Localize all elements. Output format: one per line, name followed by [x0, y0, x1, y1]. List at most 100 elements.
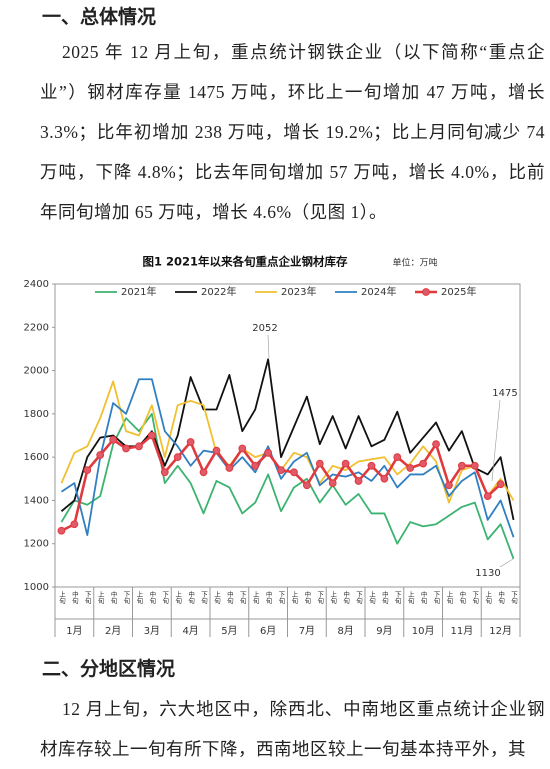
x-tick-label: 上旬 [96, 590, 104, 606]
x-tick-label: 上旬 [367, 590, 375, 606]
month-label: 11月 [451, 625, 474, 637]
y-tick-label: 1400 [24, 495, 49, 506]
chart-title: 图1 2021年以来各旬重点企业钢材库存 [142, 255, 348, 269]
y-tick-label: 1600 [24, 452, 49, 463]
x-tick-label: 上旬 [212, 590, 220, 606]
month-label: 12月 [489, 625, 512, 637]
x-tick-label: 上旬 [57, 590, 65, 606]
point-marker [367, 461, 376, 470]
point-marker [277, 466, 285, 475]
point-marker [57, 526, 66, 535]
point-marker [419, 459, 428, 468]
month-label: 2月 [105, 625, 121, 637]
point-marker [186, 438, 195, 446]
x-tick-label: 下旬 [432, 591, 440, 606]
month-label: 5月 [221, 625, 237, 637]
paragraph: 12 月上旬，六大地区中，除西北、中南地区重点统计企业钢材库存较上一旬有所下降，… [40, 699, 545, 759]
point-marker [173, 453, 182, 462]
point-marker [199, 468, 208, 477]
chart: 图1 2021年以来各旬重点企业钢材库存 单位：万吨 1000 1200 1400 1… [24, 255, 521, 637]
point-marker [135, 442, 143, 451]
point-marker [225, 464, 234, 472]
point-marker [328, 479, 337, 488]
x-tick-label: 下旬 [316, 591, 324, 606]
leader-line [267, 334, 270, 359]
y-tick-label: 2200 [24, 322, 49, 333]
x-tick-label: 上旬 [329, 590, 337, 606]
point-marker [109, 435, 118, 444]
month-label: 8月 [337, 625, 353, 637]
point-marker [122, 444, 130, 453]
point-marker [406, 464, 415, 472]
legend-label: 2021年 [121, 285, 156, 298]
month-label: 4月 [182, 625, 198, 637]
x-tick-label: 上旬 [406, 590, 414, 606]
point-marker [432, 440, 440, 449]
x-tick-label: 中旬 [419, 590, 427, 606]
point-marker [457, 461, 466, 470]
section-heading: 一、总体情况 [42, 6, 157, 28]
annotation: 1130 [475, 568, 500, 579]
point-marker [341, 459, 350, 468]
x-tick-label: 下旬 [355, 591, 363, 606]
section-heading: 二、分地区情况 [42, 658, 176, 680]
point-marker [70, 520, 79, 529]
unit-label: 单位：万吨 [392, 257, 437, 269]
point-marker [302, 481, 311, 490]
point-marker [160, 468, 169, 477]
point-marker [212, 446, 221, 455]
point-marker [290, 468, 298, 477]
x-tick-label: 中旬 [109, 590, 117, 606]
y-tick-label: 2000 [24, 366, 49, 377]
point-marker [315, 459, 324, 468]
point-marker [470, 461, 479, 470]
x-tick-label: 下旬 [471, 591, 479, 606]
x-tick-label: 上旬 [445, 590, 453, 606]
point-marker [83, 466, 92, 475]
y-tick-label: 1800 [24, 409, 49, 420]
x-tick-label: 中旬 [497, 590, 505, 606]
point-marker [496, 480, 505, 489]
x-tick-label: 下旬 [122, 591, 130, 606]
legend-label: 2022年 [201, 285, 236, 298]
x-tick-label: 中旬 [264, 590, 272, 606]
y-tick-label: 1200 [24, 539, 49, 550]
series-line [60, 378, 515, 538]
month-label: 6月 [260, 625, 276, 637]
x-tick-label: 上旬 [251, 590, 259, 606]
x-tick-label: 上旬 [174, 590, 182, 606]
x-tick-label: 中旬 [148, 590, 156, 606]
legend-marker [422, 288, 430, 296]
series-line [60, 380, 515, 504]
x-tick-label: 下旬 [277, 591, 285, 606]
point-marker [147, 431, 156, 440]
x-tick-label: 中旬 [380, 590, 388, 606]
x-tick-label: 中旬 [225, 590, 233, 606]
point-marker [445, 481, 453, 490]
y-tick-label: 1000 [24, 582, 49, 593]
series-line [60, 412, 515, 560]
month-label: 1月 [66, 625, 82, 637]
point-marker [264, 448, 273, 457]
point-marker [380, 474, 389, 483]
y-tick-label: 2400 [24, 279, 49, 290]
x-tick-label: 中旬 [70, 590, 78, 606]
x-tick-label: 上旬 [484, 590, 492, 606]
x-tick-label: 中旬 [187, 590, 195, 606]
month-label: 3月 [144, 625, 160, 637]
legend-label: 2025年 [441, 285, 476, 298]
x-tick-label: 下旬 [393, 591, 401, 606]
paragraph: 2025 年 12 月上旬，重点统计钢铁企业（以下简称“重点企业”）钢材库存量 … [40, 42, 545, 222]
plot-frame [54, 283, 521, 588]
month-label: 7月 [299, 625, 315, 637]
point-marker [354, 477, 363, 485]
month-label: 10月 [412, 625, 435, 637]
point-marker [238, 444, 247, 453]
x-tick-label: 下旬 [200, 591, 208, 606]
x-tick-label: 下旬 [238, 591, 246, 606]
leader-line [499, 558, 514, 568]
annotation: 2052 [252, 323, 277, 334]
legend-label: 2023年 [281, 285, 316, 298]
leader-line [491, 399, 501, 482]
